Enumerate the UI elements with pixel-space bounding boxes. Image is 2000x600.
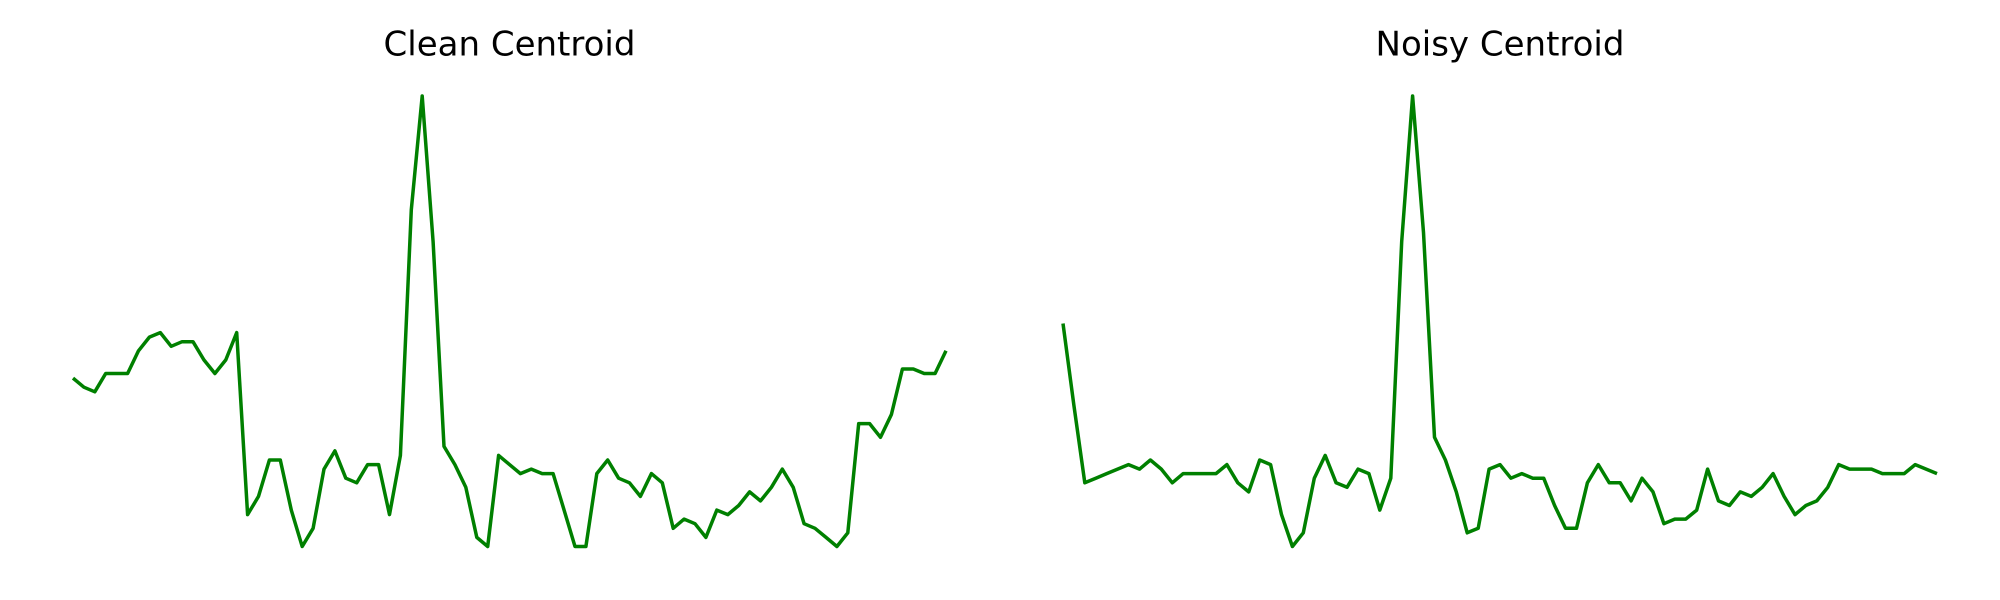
line xyxy=(71,94,948,549)
line xyxy=(1061,94,1938,549)
chart-title: Noisy Centroid xyxy=(1376,25,1625,65)
chart-title: Clean Centroid xyxy=(384,25,636,65)
